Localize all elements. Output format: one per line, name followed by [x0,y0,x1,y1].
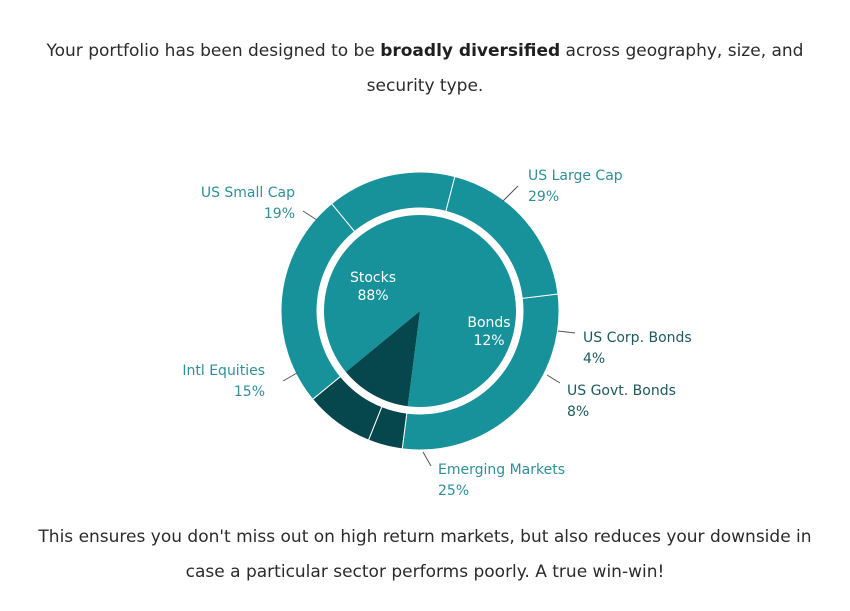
inner-label-stocks: Stocks [350,270,396,286]
intro-text: Your portfolio has been designed to be b… [40,34,810,104]
outer-value-intl-equities: 15% [234,384,265,400]
intro-bold: broadly diversified [380,41,561,61]
inner-slice-bonds [345,311,420,407]
intro-before: Your portfolio has been designed to be [46,41,381,61]
leader-us-govt-bonds [546,374,561,384]
chart-labels: Stocks 88% Bonds 12% US Large Cap 29% US Corp.… [182,168,691,499]
outer-label-emerging-markets: Emerging Markets [438,462,565,478]
outer-label-us-govt-bonds: US Govt. Bonds [567,383,676,399]
leader-us-small-cap [302,210,318,221]
outer-label-us-corp-bonds: US Corp. Bonds [583,330,692,346]
chart-leaders [282,185,576,467]
outer-label-us-small-cap: US Small Cap [201,185,295,201]
outer-label-intl-equities: Intl Equities [182,363,265,379]
chart-slices [280,171,560,451]
outer-slice-us-small-cap [445,175,559,299]
outer-label-us-large-cap: US Large Cap [528,168,623,184]
inner-value-stocks: 88% [357,288,388,304]
leader-intl-equities [282,372,298,382]
outer-value-emerging-markets: 25% [438,483,469,499]
intro-after: across geography, size, and security typ… [366,41,804,96]
leader-us-corp-bonds [557,330,576,334]
outer-value-us-govt-bonds: 8% [567,404,589,420]
outer-value-us-corp-bonds: 4% [583,351,605,367]
outro-text: This ensures you don't miss out on high … [38,527,812,582]
outer-value-us-large-cap: 29% [528,189,559,205]
outer-value-us-small-cap: 19% [264,206,295,222]
leader-emerging-markets [422,451,432,467]
inner-value-bonds: 12% [473,333,504,349]
inner-label-bonds: Bonds [467,315,510,331]
leader-us-large-cap [502,185,519,202]
